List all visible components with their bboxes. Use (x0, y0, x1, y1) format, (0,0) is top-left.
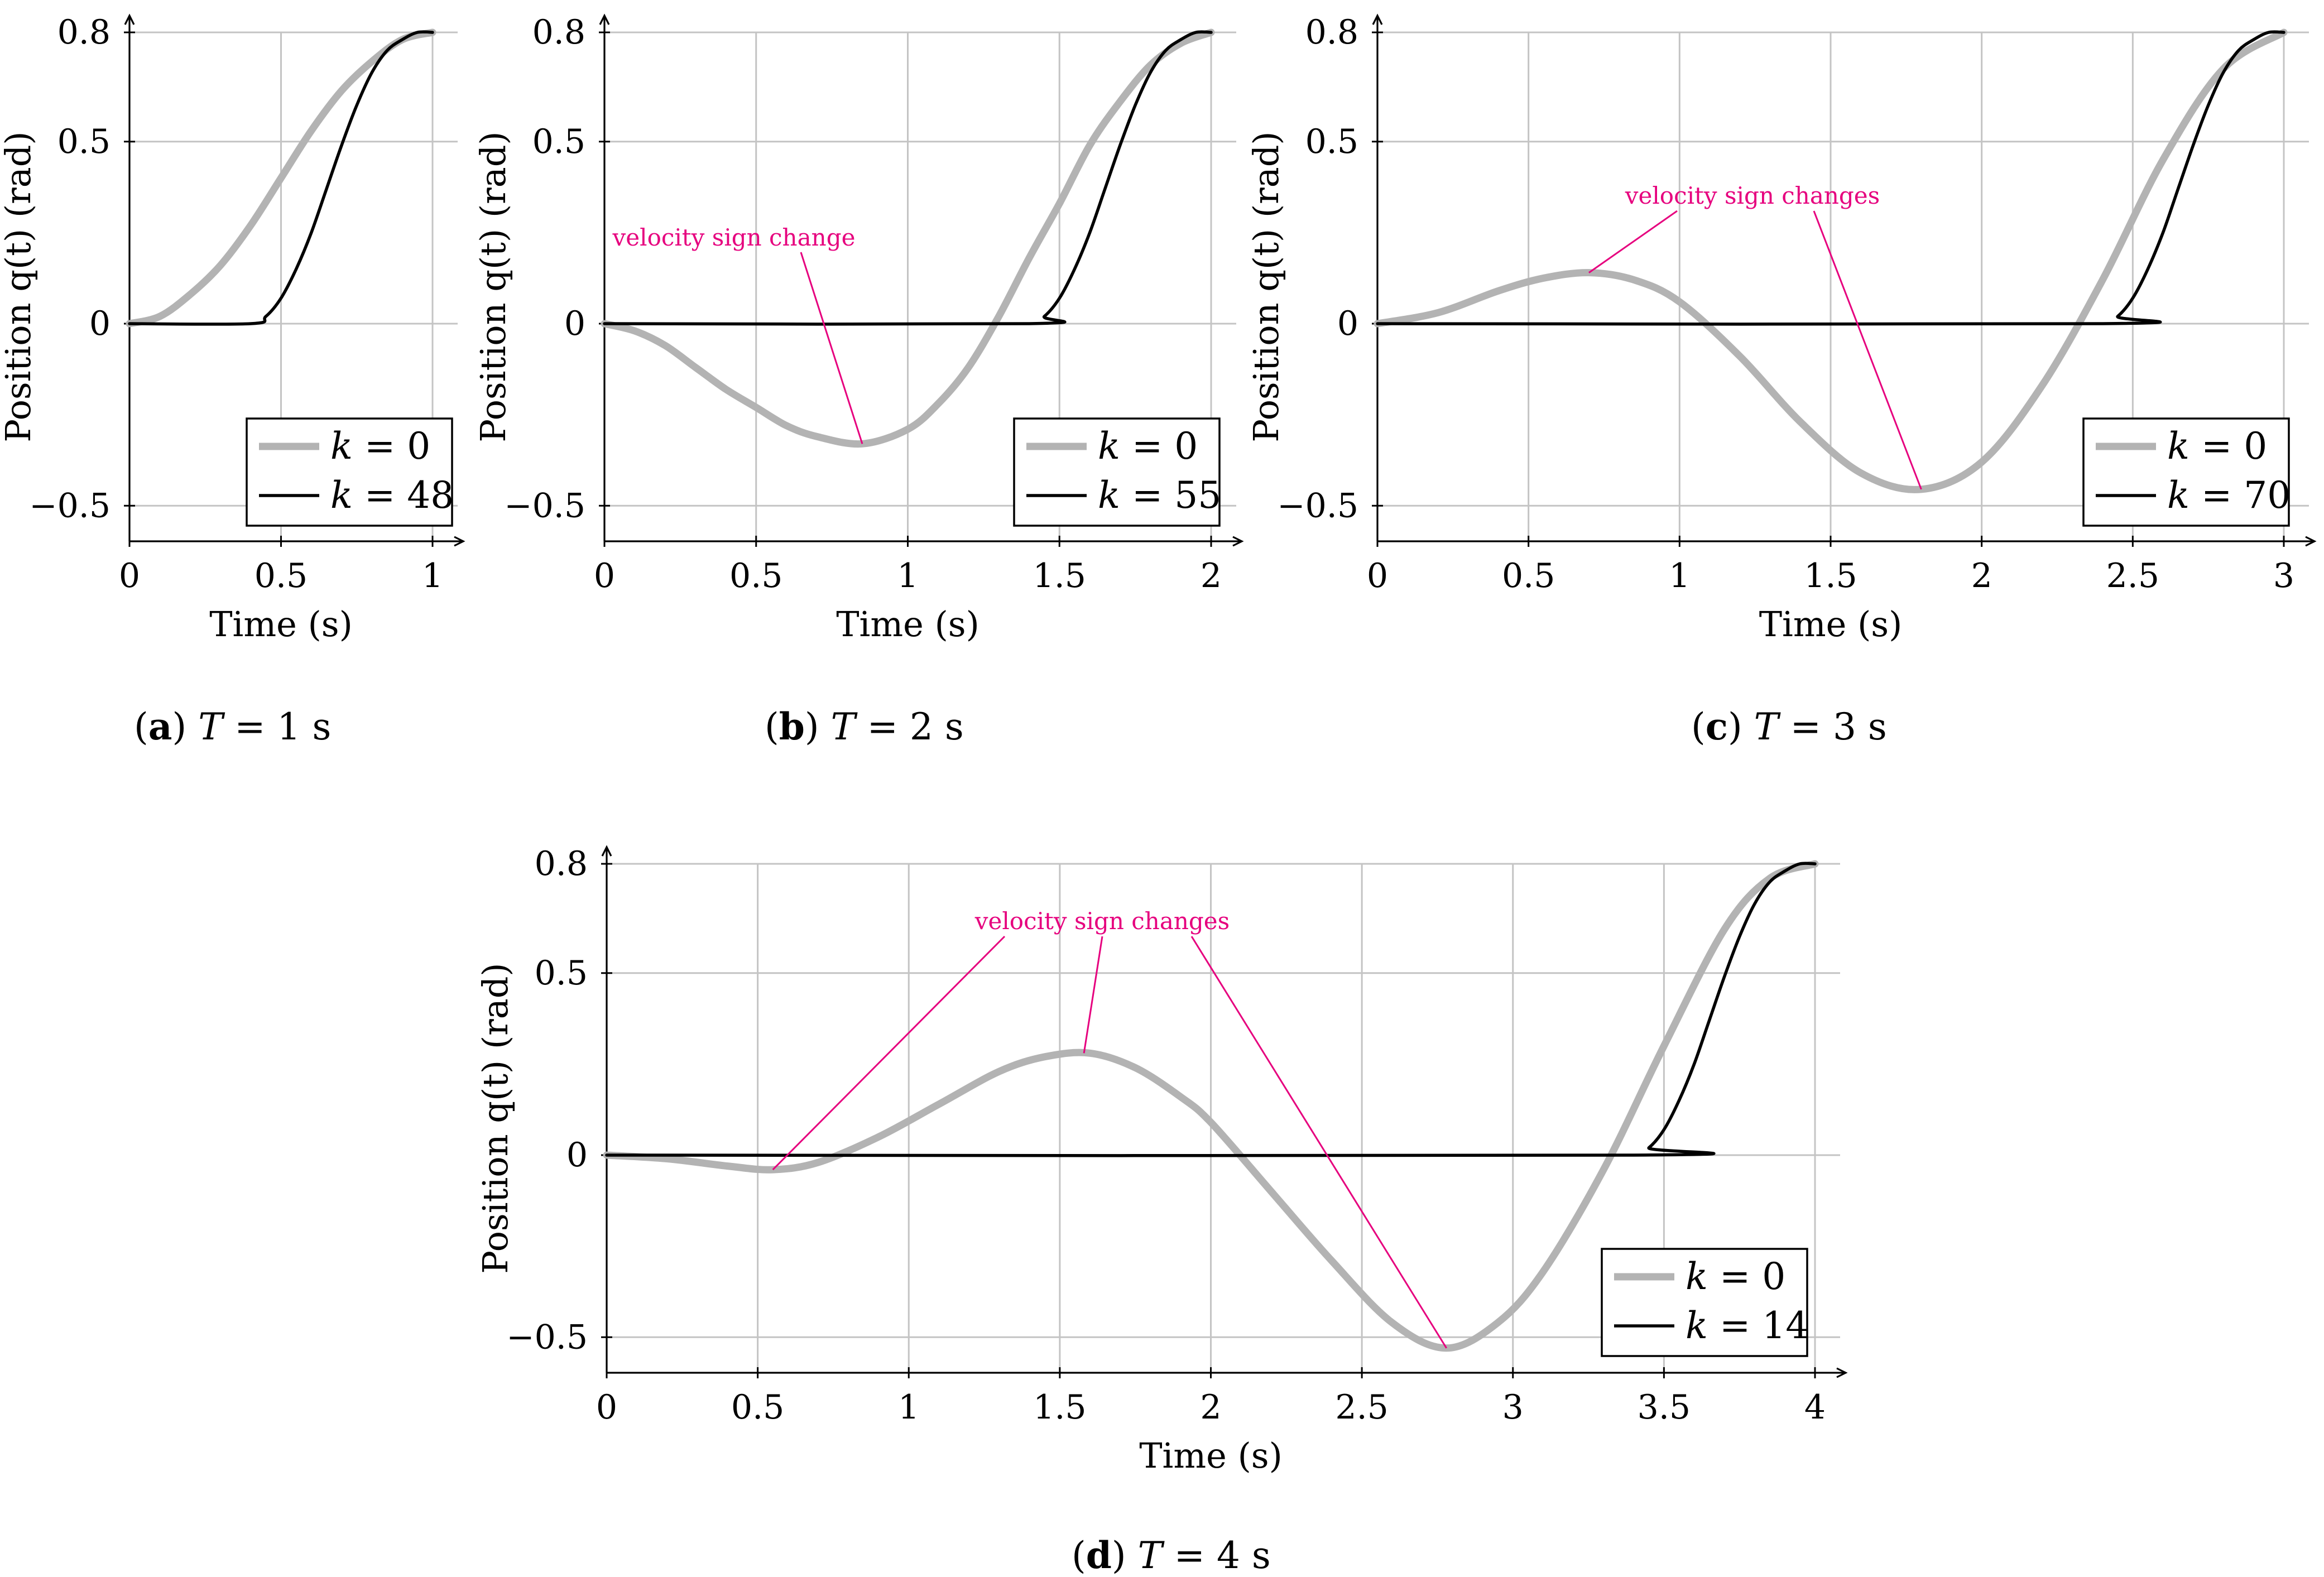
x-axis-label: Time (s) (836, 604, 979, 645)
annotation-leader (800, 252, 863, 444)
x-tick-label: 0.5 (1502, 556, 1555, 595)
series-line (1374, 28, 2288, 493)
y-axis-arrow (124, 13, 135, 25)
x-tick-label: 0 (119, 556, 140, 595)
legend-label: k = 70 (2167, 474, 2291, 517)
y-tick-label: 0.5 (535, 954, 588, 993)
x-tick-label: 1.5 (1033, 1388, 1086, 1427)
annotation-leader (1083, 936, 1103, 1054)
legend-label: k = 0 (330, 425, 430, 468)
x-tick-label: 0.5 (255, 556, 308, 595)
y-tick-label: 0 (1337, 304, 1358, 343)
y-tick-label: −0.5 (1277, 486, 1358, 525)
x-tick-label: 0 (1367, 556, 1388, 595)
y-tick-label: 0.8 (1305, 13, 1358, 52)
y-tick-label: 0.8 (57, 13, 111, 52)
y-axis-label: Position q(t) (rad) (473, 131, 513, 442)
legend-label: k = 14 (1686, 1304, 1809, 1347)
legend-box (1013, 417, 1221, 527)
legend-box (246, 417, 453, 527)
x-tick-label: 0 (594, 556, 615, 595)
x-tick-label: 0.5 (731, 1388, 784, 1427)
legend: k = 0 k = 48 (246, 417, 454, 527)
x-tick-label: 1 (422, 556, 443, 595)
y-axis-label: Position q(t) (rad) (1246, 131, 1286, 442)
y-tick-label: 0.8 (535, 844, 588, 883)
legend-box (2082, 417, 2290, 527)
x-tick-label: 1 (1669, 556, 1690, 595)
annotation-leader (1190, 936, 1447, 1349)
x-axis-arrow (1836, 1367, 1848, 1378)
y-tick-label: 0.5 (532, 122, 585, 161)
caption: (c) T = 3 s (1691, 705, 1887, 748)
series-line (605, 862, 1817, 1157)
y-tick-label: 0 (564, 304, 585, 343)
series-line (603, 30, 1213, 326)
x-axis-arrow (1232, 536, 1244, 547)
legend-label: k = 55 (1098, 474, 1221, 517)
caption: (d) T = 4 s (1072, 1533, 1271, 1577)
x-axis-label: Time (s) (1139, 1435, 1283, 1476)
annotation-leader (772, 935, 1006, 1171)
annotation-leader (1813, 210, 1922, 490)
x-axis-arrow (2305, 536, 2317, 547)
x-tick-label: 1.5 (1033, 556, 1086, 595)
y-axis-arrow (1372, 13, 1383, 25)
legend-label: k = 0 (1098, 425, 1198, 468)
x-tick-label: 1 (897, 556, 918, 595)
x-tick-label: 0.5 (729, 556, 782, 595)
x-tick-label: 4 (1804, 1388, 1826, 1427)
x-tick-label: 2 (1200, 1388, 1221, 1427)
x-tick-label: 3 (2273, 556, 2294, 595)
x-tick-label: 2.5 (2106, 556, 2159, 595)
y-tick-label: 0.5 (1305, 122, 1358, 161)
x-axis-arrow (454, 536, 465, 547)
caption: (b) T = 2 s (765, 705, 964, 748)
y-tick-label: 0 (89, 304, 111, 343)
legend-label: k = 0 (2167, 425, 2267, 468)
annotation-text: velocity sign changes (1625, 182, 1880, 209)
x-tick-label: 3 (1502, 1388, 1524, 1427)
series-line (601, 28, 1215, 448)
x-axis-label: Time (s) (209, 604, 353, 645)
x-tick-label: 0 (596, 1388, 617, 1427)
y-tick-label: −0.5 (29, 486, 111, 525)
legend-label: k = 0 (1686, 1255, 1785, 1298)
annotation-leader (1588, 210, 1678, 273)
series-line (1376, 30, 2285, 326)
x-tick-label: 2 (1971, 556, 1992, 595)
series-line (126, 28, 436, 328)
y-axis-label: Position q(t) (rad) (0, 131, 39, 442)
legend-label: k = 48 (330, 474, 454, 517)
y-tick-label: 0 (566, 1136, 588, 1175)
annotation-text: velocity sign changes (974, 907, 1230, 935)
caption: (a) T = 1 s (134, 705, 331, 748)
y-tick-label: 0.5 (57, 122, 111, 161)
x-axis-label: Time (s) (1759, 604, 1903, 645)
legend: k = 0 k = 55 (1013, 417, 1221, 527)
x-tick-label: 1 (898, 1388, 919, 1427)
y-axis-arrow (599, 13, 610, 25)
series-line (603, 860, 1819, 1352)
y-tick-label: 0.8 (532, 13, 585, 52)
y-axis-label: Position q(t) (rad) (475, 963, 516, 1273)
y-tick-label: −0.5 (504, 486, 585, 525)
legend-box (1601, 1248, 1808, 1357)
x-tick-label: 2.5 (1335, 1388, 1388, 1427)
annotation-text: velocity sign change (612, 224, 856, 251)
x-tick-label: 2 (1201, 556, 1222, 595)
series-line (128, 30, 434, 326)
y-axis-arrow (601, 845, 612, 857)
legend: k = 0 k = 70 (2082, 417, 2291, 527)
y-tick-label: −0.5 (506, 1318, 588, 1357)
x-tick-label: 1.5 (1804, 556, 1857, 595)
legend: k = 0 k = 14 (1601, 1248, 1809, 1357)
x-tick-label: 3.5 (1638, 1388, 1691, 1427)
